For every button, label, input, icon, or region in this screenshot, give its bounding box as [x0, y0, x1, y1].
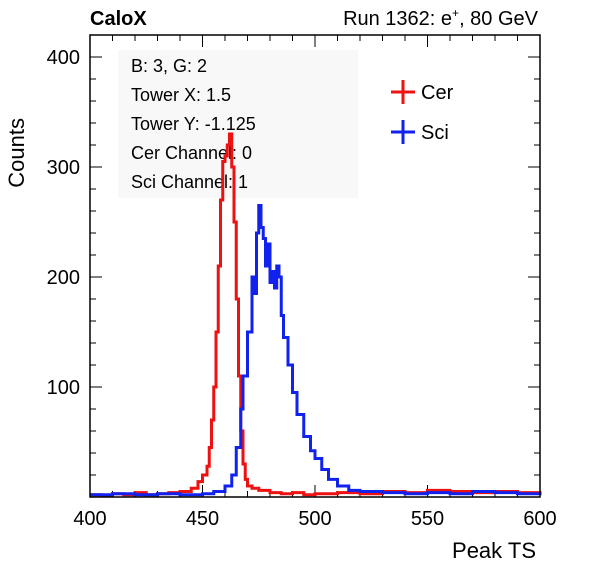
info-line: Tower Y: -1.125	[131, 114, 256, 134]
plot-frame	[89, 34, 541, 498]
info-line: Cer Channel: 0	[131, 143, 252, 163]
info-box	[118, 50, 358, 198]
info-box-lines: B: 3, G: 2 Tower X: 1.5 Tower Y: -1.125 Cer…	[131, 56, 256, 192]
series-line-cer	[90, 132, 542, 498]
legend-label: Sci	[421, 122, 449, 144]
x-tick-label: 500	[298, 508, 331, 530]
legend-entry-sci: Sci	[391, 120, 449, 144]
x-tick-label: 400	[73, 508, 106, 530]
info-line: B: 3, G: 2	[131, 56, 207, 76]
series-group	[90, 132, 542, 498]
y-tick-label: 100	[47, 377, 80, 399]
x-tick-label: 450	[186, 508, 219, 530]
info-line: Tower X: 1.5	[131, 85, 231, 105]
run-label-charge: +	[452, 6, 459, 20]
tick-labels: 400 450 500 550 600 100 200 300 400	[47, 47, 557, 530]
y-tick-label: 400	[47, 47, 80, 69]
legend-label: Cer	[421, 82, 454, 104]
info-line: Sci Channel: 1	[131, 172, 248, 192]
y-axis-title: Counts	[4, 118, 29, 188]
run-label-prefix: Run 1362: e	[343, 8, 452, 30]
run-label-suffix: , 80 GeV	[459, 8, 539, 30]
y-tick-label: 300	[47, 157, 80, 179]
series-line-sci	[90, 204, 542, 497]
legend-entry-cer: Cer	[391, 80, 454, 104]
brand-label: CaloX	[90, 8, 147, 30]
legend: Cer Sci	[391, 80, 454, 144]
x-tick-label: 550	[411, 508, 444, 530]
run-label: Run 1362: e+, 80 GeV	[343, 6, 539, 30]
x-tick-label: 600	[523, 508, 556, 530]
x-axis-title: Peak TS	[452, 538, 536, 563]
y-tick-label: 200	[47, 267, 80, 289]
